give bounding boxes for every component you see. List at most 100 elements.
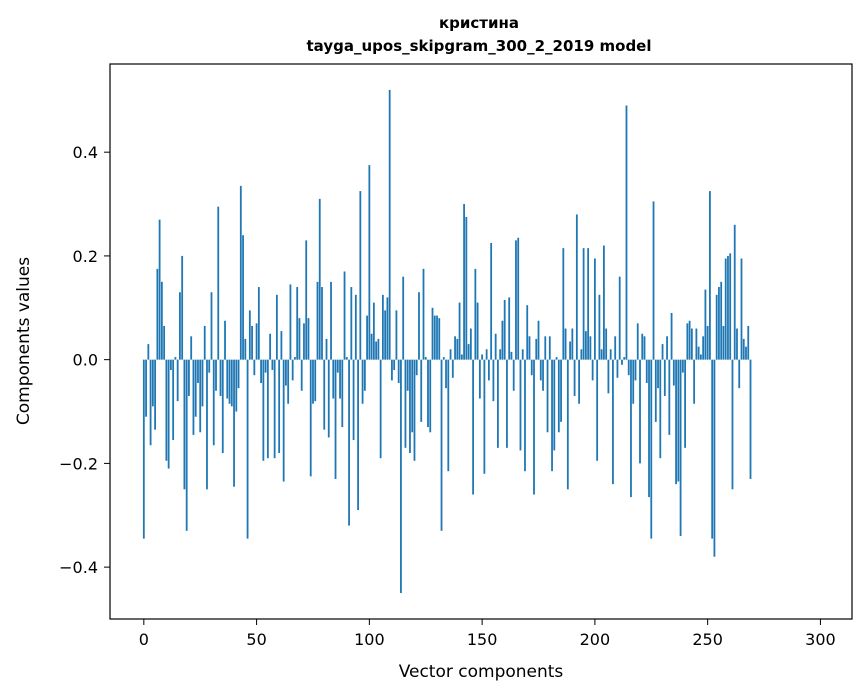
bar-component-100	[368, 165, 371, 360]
bar-component-83	[330, 281, 332, 360]
bar-component-75	[312, 359, 314, 404]
bar-component-127	[429, 359, 432, 433]
bar-component-26	[201, 359, 204, 407]
bar-component-142	[463, 204, 465, 360]
bar-component-237	[677, 359, 680, 482]
x-tick-label: 0	[139, 630, 149, 649]
bar-component-125	[424, 357, 427, 360]
bar-component-12	[169, 359, 172, 371]
bar-component-180	[548, 336, 551, 360]
bar-component-46	[246, 359, 249, 539]
bar-component-68	[296, 287, 299, 360]
y-tick-label: −0.2	[59, 454, 98, 473]
bar-component-72	[305, 240, 308, 360]
bar-component-200	[593, 258, 596, 360]
bars-group	[142, 89, 752, 594]
bar-component-66	[291, 359, 294, 381]
bar-component-105	[379, 359, 382, 459]
bar-component-53	[262, 359, 265, 461]
bar-component-9	[163, 325, 166, 360]
bar-component-227	[654, 359, 657, 422]
bar-component-144	[467, 344, 470, 360]
bar-component-135	[447, 359, 450, 472]
bar-component-222	[643, 336, 646, 360]
bar-component-119	[411, 359, 414, 433]
bar-component-91	[348, 359, 350, 526]
y-axis-label: Components values	[14, 257, 34, 425]
bar-component-247	[699, 354, 702, 360]
y-axis-ticks: 0.4 0.2 0.0 −0.2 −0.4	[59, 143, 110, 577]
bar-component-86	[336, 359, 339, 373]
bar-component-166	[517, 237, 520, 360]
bar-component-14	[174, 357, 177, 360]
bar-component-13	[172, 359, 175, 441]
bar-component-213	[623, 357, 626, 360]
bar-component-143	[465, 217, 468, 360]
bar-component-255	[718, 287, 720, 360]
bar-component-153	[487, 359, 490, 381]
bar-component-269	[749, 359, 752, 479]
bar-component-21	[190, 336, 193, 360]
bar-component-243	[690, 328, 693, 360]
bar-component-215	[627, 359, 630, 376]
x-tick-label: 300	[805, 630, 836, 649]
bar-component-108	[386, 297, 389, 360]
x-axis-label: Vector components	[399, 662, 564, 682]
bar-component-212	[621, 359, 623, 365]
bar-component-70	[300, 359, 303, 391]
bar-component-131	[438, 318, 441, 360]
bar-component-226	[652, 201, 655, 360]
bar-component-129	[433, 315, 436, 360]
bar-component-22	[192, 359, 195, 435]
bar-component-117	[406, 359, 409, 391]
bar-component-60	[278, 359, 281, 454]
bar-component-16	[179, 292, 181, 360]
bar-component-187	[564, 328, 567, 360]
bar-component-258	[724, 258, 727, 360]
bar-component-148	[476, 302, 479, 360]
bar-component-114	[400, 359, 402, 594]
bar-component-55	[266, 359, 269, 459]
bar-component-126	[427, 359, 429, 428]
bar-component-85	[334, 359, 337, 479]
x-tick-label: 200	[580, 630, 611, 649]
bar-component-171	[528, 336, 531, 360]
plot-frame	[109, 63, 853, 620]
bar-component-239	[681, 359, 684, 373]
bar-component-15	[176, 359, 179, 402]
bar-component-41	[235, 359, 238, 412]
bar-component-107	[384, 310, 387, 360]
bar-component-203	[600, 349, 603, 360]
bar-component-43	[239, 185, 242, 360]
bar-component-137	[451, 359, 454, 378]
bar-component-150	[481, 354, 484, 360]
bar-component-265	[740, 258, 743, 360]
bar-component-54	[264, 359, 267, 373]
bar-component-206	[607, 359, 610, 394]
bar-component-42	[237, 359, 240, 389]
bar-component-240	[684, 359, 686, 448]
bar-component-221	[641, 333, 644, 360]
bar-component-139	[456, 338, 459, 360]
bar-component-51	[257, 287, 260, 360]
bar-component-3	[149, 359, 152, 446]
bar-component-37	[226, 359, 229, 399]
bar-component-158	[499, 349, 502, 360]
bar-component-121	[415, 359, 418, 376]
bar-component-257	[722, 325, 725, 360]
bar-component-186	[562, 248, 565, 360]
bar-component-36	[224, 320, 226, 360]
bar-component-194	[580, 349, 583, 360]
bar-component-254	[715, 294, 718, 360]
bar-component-146	[472, 359, 474, 495]
bar-component-228	[657, 359, 659, 389]
y-tick-label: 0.2	[73, 247, 98, 266]
bar-component-140	[458, 302, 461, 360]
bar-component-196	[584, 331, 587, 360]
bar-component-154	[490, 242, 493, 360]
bar-component-172	[530, 359, 533, 376]
bar-component-4	[151, 359, 154, 407]
bar-component-19	[185, 359, 188, 531]
bar-component-133	[442, 357, 445, 360]
